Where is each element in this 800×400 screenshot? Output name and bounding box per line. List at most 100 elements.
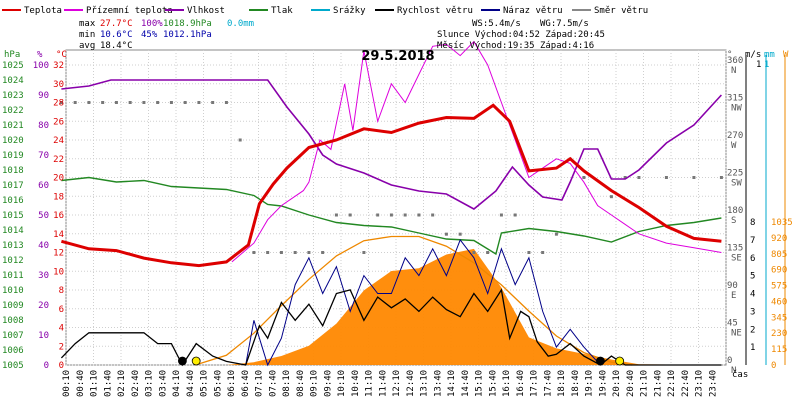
x-tick-label: 00:10 (62, 370, 72, 397)
dir-tick-label: SE (731, 254, 742, 264)
legend-label: Vlhkost (187, 6, 225, 16)
ms-tick-label: 3 (750, 307, 755, 317)
stat-min-hum: 45% (141, 30, 158, 40)
hpa-tick-label: 1017 (2, 181, 24, 191)
pct-tick-label: 80 (38, 121, 49, 131)
solar-radiation-fill (226, 248, 722, 365)
legend-label: Teplota (24, 6, 62, 16)
x-tick-label: 23:40 (708, 370, 718, 397)
stat-min-press: 1012.1hPa (163, 30, 212, 40)
x-tick-label: 06:10 (227, 370, 237, 397)
wind-direction-point (444, 232, 448, 236)
hpa-tick-label: 1008 (2, 316, 24, 326)
stat-max-temp: 27.7°C (100, 19, 133, 29)
wind-direction-point (142, 101, 146, 104)
legend-label: Směr větru (594, 6, 648, 16)
ms-tick-label: 1 (750, 343, 755, 353)
hpa-tick-label: 1024 (2, 76, 24, 86)
hpa-tick-label: 1010 (2, 286, 24, 296)
wind-direction-point (211, 101, 215, 104)
w-tick-label: 230 (771, 329, 787, 339)
wind-direction-point (389, 213, 393, 217)
stat-min-label: min (79, 30, 95, 40)
ground-temperature-line (231, 40, 722, 263)
hpa-tick-label: 1025 (2, 61, 24, 71)
dir-tick-label: NW (731, 104, 742, 114)
c-tick-label: 2 (59, 342, 64, 352)
solar-radiation-area (195, 235, 722, 366)
wind-direction-point (527, 251, 531, 254)
c-tick-label: 4 (59, 324, 64, 334)
moonrise-marker (615, 356, 625, 366)
x-tick-label: 22:40 (681, 370, 691, 397)
x-tick-label: 07:40 (268, 370, 278, 397)
hpa-tick-label: 1015 (2, 211, 24, 221)
wind-direction-point (623, 176, 627, 179)
x-tick-label: 12:40 (406, 370, 416, 397)
x-tick-label: 15:40 (488, 370, 498, 397)
wind-direction-point (403, 213, 407, 217)
x-tick-label: 04:10 (172, 370, 182, 397)
dir-tick-label: N (731, 366, 736, 376)
x-tick-label: 19:40 (598, 370, 608, 397)
stat-max-hum: 100% (141, 19, 163, 29)
wind-direction-point (128, 101, 132, 104)
x-tick-label: 13:40 (433, 370, 443, 397)
wind-direction-point (266, 251, 270, 254)
w-tick-label: 805 (771, 250, 787, 260)
c-tick-label: 6 (59, 305, 64, 315)
x-tick-label: 02:40 (131, 370, 141, 397)
axis-unit-pct: % (37, 50, 43, 60)
c-tick-label: 22 (53, 155, 64, 165)
x-axis-label: čas (732, 369, 748, 380)
wind-direction-point (224, 101, 228, 104)
x-tick-label: 14:10 (447, 370, 457, 397)
pct-tick-label: 0 (44, 361, 49, 371)
c-tick-label: 30 (53, 80, 64, 90)
x-tick-label: 20:10 (612, 370, 622, 397)
x-tick-label: 09:10 (310, 370, 320, 397)
w-tick-label: 0 (771, 361, 776, 371)
stat-max-press: 1018.9hPa (163, 19, 212, 29)
wind-direction-point (472, 251, 476, 254)
wind-direction-point (197, 101, 201, 104)
pct-tick-label: 30 (38, 271, 49, 281)
x-tick-label: 07:10 (255, 370, 265, 397)
x-tick-label: 14:40 (461, 370, 471, 397)
deg-tick-label: 0 (727, 356, 732, 366)
x-tick-label: 08:40 (296, 370, 306, 397)
x-tick-label: 08:10 (282, 370, 292, 397)
x-tick-label: 19:10 (585, 370, 595, 397)
x-tick-label: 13:10 (420, 370, 430, 397)
w-tick-label: 575 (771, 282, 787, 292)
x-tick-label: 16:40 (516, 370, 526, 397)
deg-tick-label: 270 (727, 131, 743, 141)
dir-tick-label: S (731, 216, 736, 226)
axis-unit-w: W (783, 50, 789, 60)
legend-label: Tlak (271, 6, 293, 16)
dir-tick-label: E (731, 291, 736, 301)
x-tick-label: 22:10 (667, 370, 677, 397)
hpa-tick-label: 1011 (2, 271, 24, 281)
w-tick-label: 345 (771, 313, 787, 323)
hpa-tick-label: 1014 (2, 226, 24, 236)
c-tick-label: 0 (59, 361, 64, 371)
x-tick-label: 05:10 (200, 370, 210, 397)
pct-tick-label: 100 (33, 61, 49, 71)
stat-max-label: max (79, 19, 96, 29)
hpa-tick-label: 1007 (2, 331, 24, 341)
wind-direction-point (486, 251, 490, 254)
hpa-tick-label: 1021 (2, 121, 24, 131)
hpa-tick-label: 1018 (2, 166, 24, 176)
wind-direction-point (417, 213, 421, 217)
x-tick-label: 12:10 (392, 370, 402, 397)
c-tick-label: 26 (53, 117, 64, 127)
deg-tick-label: 180 (727, 206, 743, 216)
solar-theory-line (195, 235, 633, 366)
c-tick-label: 14 (53, 230, 64, 240)
wind-direction-point (609, 195, 613, 199)
x-tick-label: 21:10 (640, 370, 650, 397)
deg-tick-label: 225 (727, 169, 743, 179)
w-tick-label: 460 (771, 297, 787, 307)
c-tick-label: 18 (53, 192, 64, 202)
